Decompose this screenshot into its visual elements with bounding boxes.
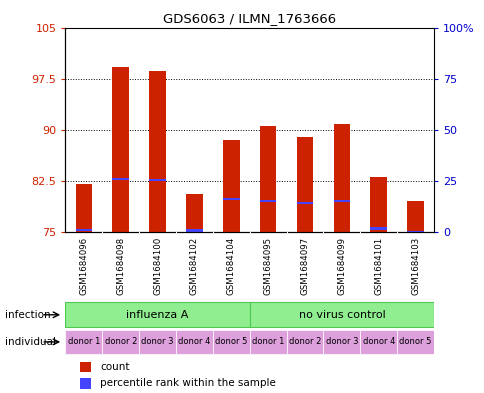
Bar — [333, 124, 349, 232]
Bar — [186, 229, 202, 232]
Bar — [149, 71, 166, 232]
Bar — [407, 201, 423, 232]
Bar — [323, 330, 360, 354]
Bar — [370, 227, 386, 230]
Text: GSM1684098: GSM1684098 — [116, 237, 125, 295]
Text: donor 4: donor 4 — [178, 338, 210, 346]
Bar — [176, 330, 212, 354]
Bar — [76, 229, 92, 231]
Text: count: count — [100, 362, 130, 372]
Text: GSM1684095: GSM1684095 — [263, 237, 272, 295]
Text: donor 2: donor 2 — [288, 338, 320, 346]
Text: GSM1684099: GSM1684099 — [337, 237, 346, 295]
Bar — [76, 184, 92, 232]
Bar — [296, 202, 313, 204]
Text: donor 3: donor 3 — [325, 338, 358, 346]
Bar — [112, 178, 129, 180]
Bar — [112, 67, 129, 232]
Bar — [80, 362, 91, 373]
Bar — [223, 198, 239, 200]
Text: donor 1: donor 1 — [68, 338, 100, 346]
Bar — [249, 330, 286, 354]
Bar — [286, 330, 323, 354]
Text: influenza A: influenza A — [126, 310, 188, 320]
Bar — [223, 140, 239, 232]
Bar — [249, 303, 433, 327]
Bar — [65, 330, 102, 354]
Bar — [212, 330, 249, 354]
Bar — [370, 177, 386, 232]
Bar — [259, 200, 276, 202]
Text: GSM1684096: GSM1684096 — [79, 237, 88, 295]
Text: donor 5: donor 5 — [399, 338, 431, 346]
Text: infection: infection — [5, 310, 50, 320]
Text: GSM1684103: GSM1684103 — [410, 237, 419, 296]
Text: donor 5: donor 5 — [215, 338, 247, 346]
Text: GSM1684102: GSM1684102 — [190, 237, 198, 296]
Bar — [407, 231, 423, 233]
Text: GSM1684100: GSM1684100 — [153, 237, 162, 296]
Text: GSM1684101: GSM1684101 — [374, 237, 382, 296]
Bar — [65, 303, 249, 327]
Bar — [396, 330, 433, 354]
Bar — [259, 126, 276, 232]
Bar — [333, 200, 349, 202]
Text: donor 3: donor 3 — [141, 338, 174, 346]
Text: percentile rank within the sample: percentile rank within the sample — [100, 378, 276, 388]
Bar — [149, 179, 166, 181]
Text: donor 2: donor 2 — [105, 338, 136, 346]
Text: donor 1: donor 1 — [252, 338, 284, 346]
Text: GSM1684097: GSM1684097 — [300, 237, 309, 295]
Bar — [186, 195, 202, 232]
Text: GSM1684104: GSM1684104 — [227, 237, 235, 296]
Bar — [102, 330, 139, 354]
Text: no virus control: no virus control — [298, 310, 384, 320]
Bar — [139, 330, 176, 354]
Text: individual: individual — [5, 337, 56, 347]
Bar — [80, 378, 91, 389]
Bar — [360, 330, 396, 354]
Title: GDS6063 / ILMN_1763666: GDS6063 / ILMN_1763666 — [163, 12, 335, 25]
Text: donor 4: donor 4 — [362, 338, 394, 346]
Bar — [296, 136, 313, 232]
